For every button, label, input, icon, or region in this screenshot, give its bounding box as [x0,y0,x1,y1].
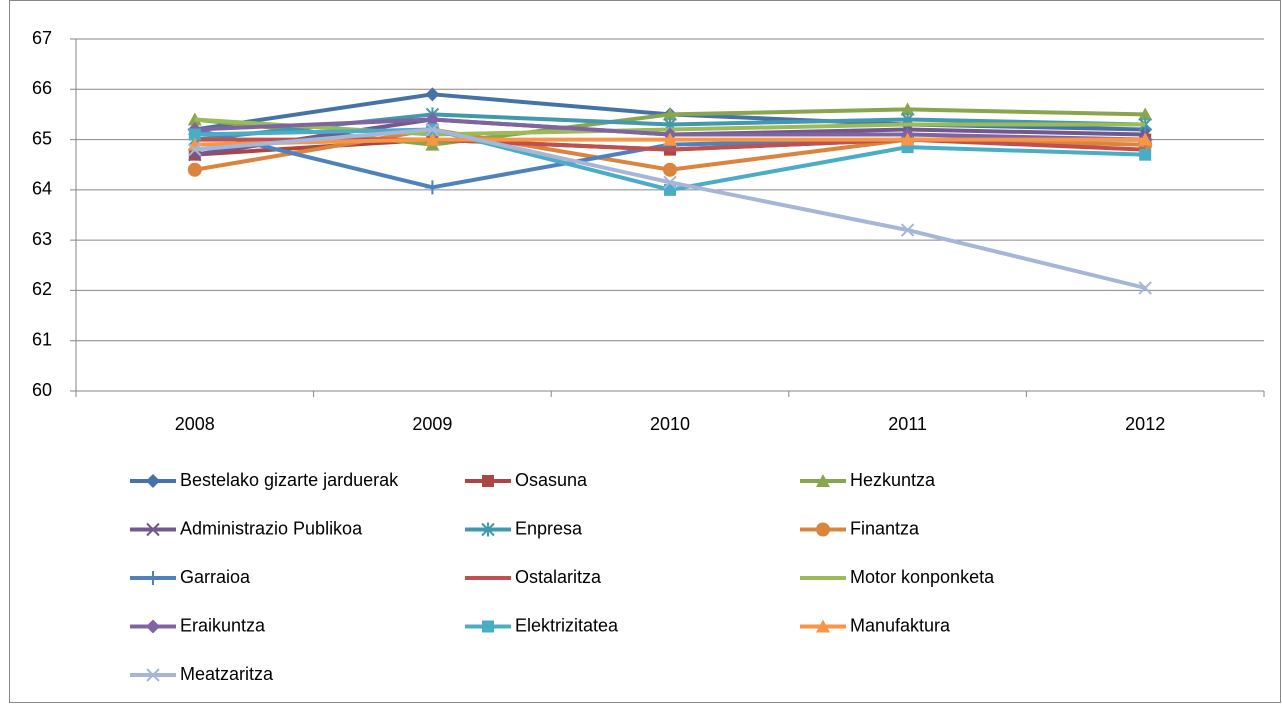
data-point [425,122,440,137]
legend-marker [481,522,495,537]
legend-label: Enpresa [515,518,583,538]
y-tick-label: 60 [32,380,52,400]
data-point [425,112,440,127]
data-point [1138,132,1153,146]
legend-marker [146,474,160,488]
legend-label: Garraioa [180,567,251,587]
y-tick-label: 66 [32,78,52,98]
x-tick-label: 2012 [1125,414,1165,434]
legend-marker [146,619,160,634]
legend-label: Administrazio Publikoa [180,518,363,538]
data-point [187,112,202,126]
legend-marker [482,475,494,487]
data-point [663,162,677,177]
legend-label: Osasuna [515,470,588,490]
legend-label: Ostalaritza [515,567,602,587]
data-point [1138,281,1152,295]
data-point [663,175,677,190]
legend-marker [816,619,830,633]
legend-marker [146,522,160,537]
legend-label: Finantza [850,518,920,538]
data-point [188,128,201,141]
y-tick-label: 64 [32,179,52,199]
data-point [1138,107,1153,121]
legend-marker [816,474,830,487]
data-point [188,142,202,157]
data-point [187,162,202,177]
y-tick-label: 62 [32,279,52,299]
y-tick-label: 63 [32,229,52,249]
data-point [664,183,676,196]
legend-label: Bestelako gizarte jarduerak [180,470,399,490]
legend-label: Elektrizitatea [515,615,619,635]
legend-marker [146,571,160,585]
data-point [425,87,440,102]
y-tick-label: 65 [32,128,52,148]
x-tick-label: 2010 [650,414,690,434]
legend-label: Hezkuntza [850,470,936,490]
legend-marker [816,522,830,537]
legend-label: Manufaktura [850,615,951,635]
y-tick-label: 67 [32,28,52,48]
legend-label: Eraikuntza [180,615,266,635]
legend-marker [482,620,494,633]
data-point [900,223,915,237]
x-tick-label: 2011 [888,414,927,434]
data-point [900,102,915,116]
data-point [663,132,677,146]
data-point [663,107,677,121]
chart-border [9,0,1281,703]
x-tick-label: 2008 [175,414,215,434]
legend-label: Meatzaritza [180,664,274,684]
data-point [425,132,440,146]
legend-marker [146,668,160,682]
data-point [425,180,440,195]
legend-label: Motor konponketa [850,567,995,587]
data-point [1139,148,1152,161]
data-point [900,132,915,146]
y-tick-label: 61 [32,329,52,349]
x-tick-label: 2009 [412,414,452,434]
